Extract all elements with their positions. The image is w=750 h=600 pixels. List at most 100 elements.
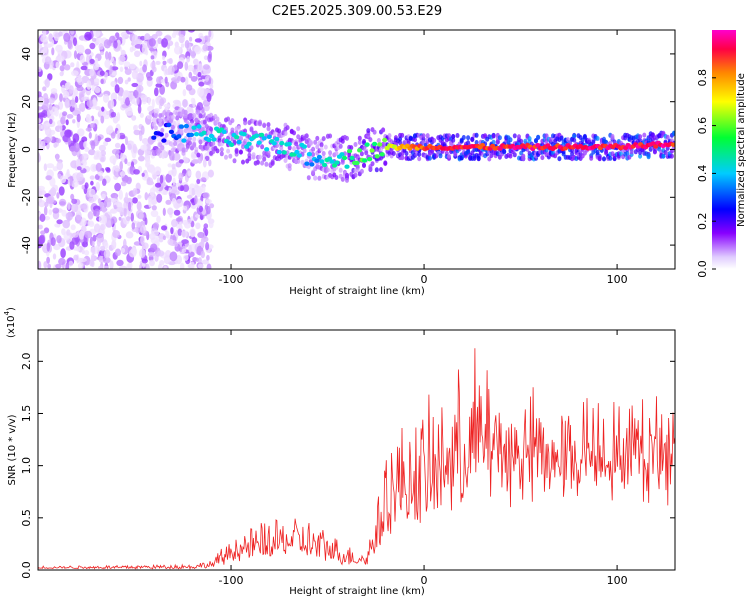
- spectrogram-cell: [78, 230, 85, 240]
- spectrogram-cell: [60, 175, 67, 184]
- spectrogram-cell: [230, 118, 235, 124]
- spectrogram-cell: [50, 237, 56, 247]
- spectrogram-cell: [190, 75, 198, 82]
- spectrogram-cell: [191, 159, 199, 164]
- spectrogram-cell: [292, 146, 296, 152]
- spectrogram-cell: [357, 135, 362, 141]
- spectrogram-cell: [70, 30, 75, 35]
- spectrogram-cell: [48, 209, 53, 216]
- spectrogram-cell: [170, 114, 175, 120]
- spectrogram-cell: [78, 257, 87, 263]
- spectrogram-ridge-cell: [367, 157, 373, 162]
- spectrogram-cell: [368, 166, 373, 172]
- spectrogram-cell: [73, 142, 80, 153]
- spectrogram-cell: [260, 144, 265, 150]
- spectrogram-cell: [183, 109, 188, 115]
- spectrogram-cell: [99, 70, 105, 76]
- spectrogram-cell: [192, 113, 197, 118]
- spectrogram-cell: [198, 81, 205, 87]
- spectrogram-ridge-cell: [650, 141, 656, 146]
- spectrogram-cell: [181, 147, 186, 153]
- spectrogram-cell: [308, 140, 313, 146]
- spectrogram-cell: [170, 124, 175, 130]
- spectrogram-cell: [51, 47, 55, 56]
- spectrogram-cell: [112, 230, 120, 238]
- spectrogram-cell: [204, 124, 209, 130]
- spectrogram-cell: [94, 208, 100, 217]
- spectrogram-cell: [46, 256, 50, 264]
- spectrogram-cell: [141, 138, 149, 145]
- spectrogram-cell: [38, 112, 46, 118]
- spectrogram-cell: [38, 66, 42, 72]
- spectrogram-cell: [94, 86, 101, 94]
- spectrogram-cell: [89, 175, 95, 180]
- spectrogram-ridge-cell: [349, 155, 355, 161]
- spectrogram-cell: [62, 111, 68, 117]
- spectrogram-cell: [93, 155, 98, 160]
- spectrogram-cell: [109, 260, 114, 269]
- spectrogram-cell: [56, 161, 64, 171]
- spectrogram-cell: [193, 64, 198, 70]
- spectrogram-cell: [71, 198, 78, 204]
- spectrogram-cell: [134, 50, 141, 58]
- spectrogram-cell: [404, 151, 409, 156]
- spectrogram-cell: [100, 115, 105, 124]
- spectrogram-cell: [103, 71, 109, 78]
- chart-title: C2E5.2025.309.00.53.E29: [272, 4, 442, 19]
- spectrogram-cell: [188, 251, 195, 258]
- spectrogram-cell: [110, 131, 116, 139]
- spectrogram-cell: [98, 265, 103, 269]
- spectrogram-cell: [46, 242, 50, 252]
- spectrogram-cell: [133, 89, 140, 99]
- spectrogram-cell: [88, 132, 92, 139]
- spectrogram-cell: [91, 84, 95, 92]
- spectrogram-cell: [89, 58, 95, 65]
- spectrogram-ridge-cell: [211, 137, 217, 142]
- spectrogram-cell: [59, 93, 63, 102]
- spectrogram-cell: [157, 250, 165, 257]
- spectrogram-cell: [102, 178, 107, 186]
- spectrogram-cell: [139, 112, 144, 118]
- spectrogram-cell: [204, 75, 209, 82]
- spectrogram-cell: [364, 150, 369, 156]
- spectrogram-cell: [43, 93, 49, 101]
- spectrogram-cell: [153, 108, 160, 113]
- spectrogram-cell: [177, 146, 182, 152]
- spectrogram-cell: [349, 145, 354, 151]
- spectrogram-cell: [84, 230, 93, 239]
- spectrogram-cell: [49, 118, 53, 125]
- spectrogram-cell: [595, 136, 600, 141]
- spectrogram-cell: [80, 217, 87, 227]
- spectrogram-ridge-cell: [321, 162, 328, 168]
- spectrogram-cell: [50, 187, 57, 197]
- spectrogram-cell: [58, 257, 66, 266]
- spectrogram-cell: [334, 150, 339, 156]
- spectrogram-cell: [159, 174, 164, 184]
- spectrogram-cell: [98, 43, 104, 50]
- spectrogram-ridge-cell: [279, 141, 285, 146]
- spectrogram-cell: [132, 197, 138, 204]
- spectrogram-cell: [111, 239, 117, 250]
- spectrogram-cell: [56, 219, 63, 225]
- spectrogram-cell: [90, 253, 95, 263]
- spectrogram-cell: [53, 142, 58, 148]
- spectrogram-cell: [128, 30, 137, 33]
- spectrogram-cell: [182, 89, 187, 97]
- spectrogram-cell: [183, 113, 188, 119]
- x-tick-label: 100: [607, 273, 628, 286]
- spectrogram-ridge-cell: [301, 144, 307, 149]
- spectrogram-ridge-cell: [196, 124, 202, 129]
- spectrogram-cell: [359, 151, 364, 157]
- spectrogram-cell: [54, 107, 59, 117]
- spectrogram-cell: [287, 145, 292, 151]
- spectrogram-cell: [195, 109, 201, 115]
- spectrogram-cell: [544, 133, 549, 139]
- spectrogram-cell: [192, 141, 197, 147]
- spectrogram-cell: [204, 204, 209, 211]
- spectrogram-ridge-cell: [653, 144, 659, 149]
- spectrogram-cell: [42, 86, 47, 92]
- spectrogram-cell: [115, 153, 120, 160]
- spectrogram-cell: [40, 35, 49, 43]
- spectrogram-cell: [151, 66, 157, 73]
